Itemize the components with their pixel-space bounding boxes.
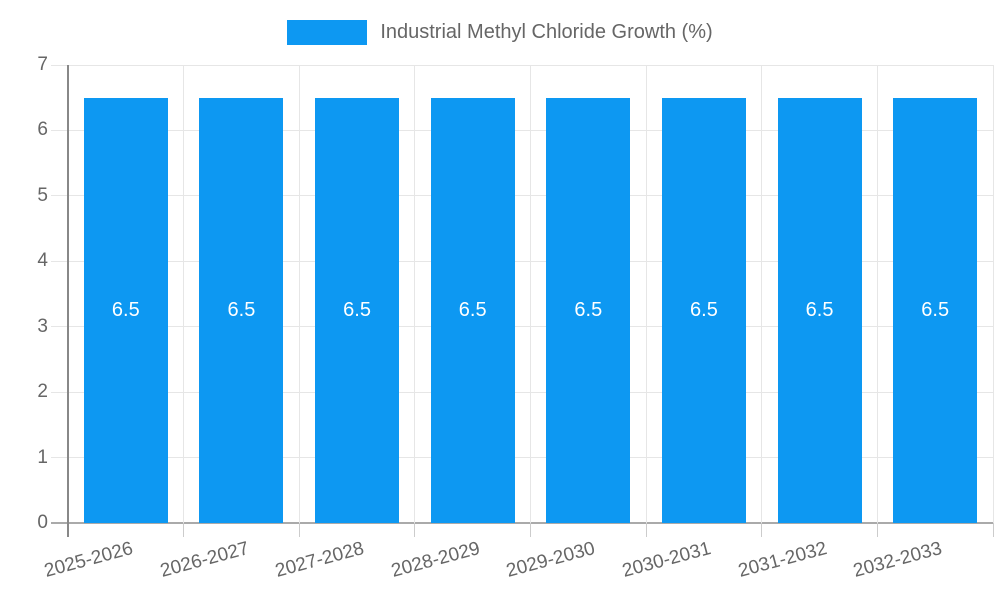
x-tick-label: 2027-2028	[273, 538, 367, 582]
x-axis-baseline	[51, 522, 993, 524]
bar-value-label: 6.5	[227, 298, 256, 321]
y-tick-label: 2	[37, 381, 48, 403]
y-tick-label: 7	[37, 54, 48, 75]
x-axis-tick	[992, 523, 994, 537]
y-tick-label: 3	[37, 315, 48, 337]
bar-value-label: 6.5	[111, 298, 140, 321]
gridline-vertical	[530, 65, 531, 523]
legend-label: Industrial Methyl Chloride Growth (%)	[380, 20, 713, 43]
x-tick-label: 2028-2029	[388, 538, 483, 582]
y-tick-label: 1	[37, 446, 48, 468]
bar-2025-2026[interactable]: 6.5	[83, 97, 168, 523]
bar-2032-2033[interactable]: 6.5	[893, 97, 978, 523]
gridline-vertical	[761, 65, 763, 523]
y-tick-label: 0	[37, 512, 48, 533]
bar-2030-2031[interactable]: 6.5	[661, 97, 746, 523]
bar-value-label: 6.5	[343, 298, 371, 321]
bar-value-label: 6.5	[690, 298, 718, 321]
gridline-vertical	[876, 65, 878, 523]
x-tick-label: 2031-2032	[735, 538, 829, 582]
gridline-horizontal	[51, 457, 993, 459]
gridline-vertical	[992, 65, 994, 523]
gridline-horizontal	[51, 195, 993, 197]
x-axis-tick	[876, 523, 878, 537]
legend-swatch	[287, 19, 368, 45]
x-axis-tick	[298, 523, 300, 537]
bar-2028-2029[interactable]: 6.5	[430, 97, 515, 523]
x-axis-tick	[183, 523, 185, 537]
bar-value-label: 6.5	[921, 298, 950, 321]
legend[interactable]: Industrial Methyl Chloride Growth (%)	[0, 13, 1000, 51]
gridline-horizontal	[51, 64, 993, 66]
y-tick-label: 6	[37, 119, 48, 141]
bar-2026-2027[interactable]: 6.5	[199, 97, 284, 523]
x-axis-tick	[761, 523, 763, 537]
bar-value-label: 6.5	[574, 298, 603, 321]
x-axis-tick	[645, 523, 647, 537]
gridline-horizontal	[51, 129, 993, 131]
bar-2029-2030[interactable]: 6.5	[546, 97, 631, 523]
gridline-vertical	[414, 65, 416, 523]
x-tick-label: 2030-2031	[620, 538, 714, 582]
y-tick-label: 5	[37, 184, 48, 206]
gridline-vertical	[183, 65, 185, 523]
x-tick-label: 2026-2027	[157, 538, 251, 582]
gridline-horizontal	[51, 260, 993, 262]
bar-value-label: 6.5	[805, 298, 834, 321]
x-tick-label: 2032-2033	[851, 538, 945, 582]
bar-value-label: 6.5	[458, 298, 487, 321]
gridline-vertical	[645, 65, 647, 523]
bar-2027-2028[interactable]: 6.5	[315, 97, 400, 523]
gridline-horizontal	[51, 391, 993, 393]
bar-2031-2032[interactable]: 6.5	[777, 97, 862, 523]
x-tick-label: 2029-2030	[504, 538, 598, 582]
gridline-vertical	[298, 65, 300, 523]
y-tick-label: 4	[37, 250, 48, 272]
x-tick-label: 2025-2026	[42, 538, 136, 582]
x-axis-tick	[530, 523, 531, 537]
x-axis-tick	[414, 523, 416, 537]
y-axis-line	[67, 65, 69, 537]
gridline-horizontal	[51, 326, 993, 328]
